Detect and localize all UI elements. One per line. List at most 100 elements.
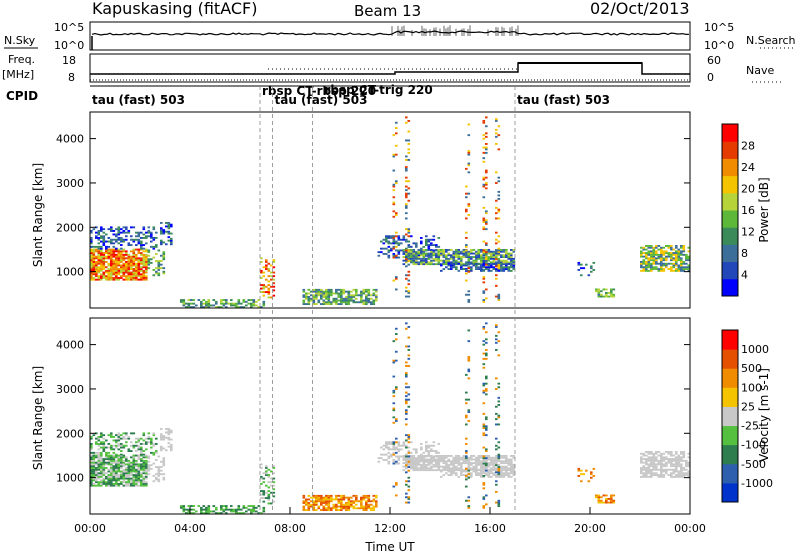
velocity-cell xyxy=(140,481,143,484)
power-cell xyxy=(437,252,441,255)
velocity-cell xyxy=(272,491,276,494)
velocity-cell xyxy=(372,500,376,503)
velocity-cell xyxy=(237,506,241,509)
power-cell xyxy=(487,259,491,262)
power-cell xyxy=(420,252,423,255)
velocity-cell xyxy=(110,454,113,457)
velocity-cell xyxy=(90,468,93,471)
power-colorbar-cell xyxy=(722,141,738,159)
velocity-cell xyxy=(435,465,438,468)
velocity-cell xyxy=(650,459,653,462)
velocity-cell xyxy=(155,473,158,476)
power-cell xyxy=(322,299,326,302)
power-cell xyxy=(407,199,411,202)
power-cell xyxy=(212,299,216,301)
velocity-cell xyxy=(465,485,468,488)
power-cell xyxy=(655,261,658,263)
velocity-cell xyxy=(375,503,378,506)
velocity-cell xyxy=(497,469,501,472)
velocity-cell xyxy=(112,451,116,454)
power-cell xyxy=(465,167,468,170)
power-cell xyxy=(485,242,488,245)
power-cell xyxy=(405,277,408,280)
power-cell xyxy=(110,278,113,281)
velocity-cell xyxy=(645,458,648,460)
power-cell xyxy=(137,238,141,241)
velocity-cell xyxy=(157,480,161,483)
power-cell xyxy=(495,258,498,261)
velocity-cell xyxy=(405,327,408,330)
power-cell xyxy=(455,266,458,269)
power-cell xyxy=(110,248,113,251)
velocity-cell xyxy=(310,496,313,499)
velocity-cell xyxy=(137,467,141,469)
velocity-cell xyxy=(387,462,391,465)
power-cell xyxy=(345,296,348,298)
power-cell xyxy=(445,256,448,258)
power-cell xyxy=(100,264,103,267)
power-cell xyxy=(682,268,686,270)
velocity-cell xyxy=(337,509,341,511)
velocity-cell xyxy=(500,467,503,470)
power-cell xyxy=(97,233,101,236)
velocity-cell xyxy=(485,474,488,476)
power-cell xyxy=(450,256,453,258)
power-cell xyxy=(345,301,348,304)
power-cell xyxy=(117,277,121,279)
velocity-cell xyxy=(125,444,128,447)
velocity-cell xyxy=(112,456,116,459)
power-cell xyxy=(662,268,666,270)
power-cell xyxy=(102,242,106,245)
power-cell xyxy=(675,255,678,258)
velocity-cell xyxy=(482,470,486,473)
velocity-cell xyxy=(460,470,463,473)
velocity-cell xyxy=(117,436,121,438)
power-cell xyxy=(477,257,481,260)
power-cell xyxy=(237,299,241,301)
velocity-cell xyxy=(115,441,118,444)
velocity-colorbar-tick: 25 xyxy=(741,400,755,413)
power-cell xyxy=(142,275,146,278)
velocity-cell xyxy=(205,506,208,509)
power-cell xyxy=(370,297,373,300)
velocity-cell xyxy=(120,481,123,484)
velocity-cell xyxy=(90,483,93,485)
power-cell xyxy=(395,180,398,183)
velocity-cell xyxy=(142,481,146,484)
power-cell xyxy=(395,144,398,147)
power-cell xyxy=(110,242,113,245)
power-cell xyxy=(487,262,491,265)
velocity-cell xyxy=(480,462,483,464)
velocity-cell xyxy=(402,456,406,459)
power-cell xyxy=(427,238,431,241)
power-cell xyxy=(675,269,678,272)
power-cell xyxy=(507,252,511,255)
velocity-cell xyxy=(392,340,396,343)
velocity-cell xyxy=(647,463,651,466)
velocity-cell xyxy=(385,453,388,456)
velocity-cell xyxy=(482,327,486,330)
velocity-cell xyxy=(150,451,153,454)
power-cell xyxy=(132,253,136,256)
power-cell xyxy=(462,249,466,251)
velocity-cell xyxy=(127,477,131,480)
power-cell xyxy=(112,259,116,262)
velocity-cell xyxy=(130,472,133,475)
velocity-cell xyxy=(395,359,398,362)
velocity-cell xyxy=(340,503,343,506)
power-cell xyxy=(482,262,486,265)
velocity-cell xyxy=(420,455,423,457)
velocity-cell xyxy=(90,451,93,454)
power-cell xyxy=(410,245,413,248)
velocity-cell xyxy=(505,472,508,475)
power-cell xyxy=(477,268,481,270)
power-cell xyxy=(502,263,506,266)
velocity-cell xyxy=(482,427,486,429)
velocity-cell xyxy=(362,494,366,497)
velocity-cell xyxy=(672,463,676,466)
velocity-cell xyxy=(330,500,333,503)
velocity-cell xyxy=(437,456,441,459)
power-cell xyxy=(670,269,673,272)
velocity-cell xyxy=(145,475,148,478)
velocity-cell xyxy=(97,472,101,475)
